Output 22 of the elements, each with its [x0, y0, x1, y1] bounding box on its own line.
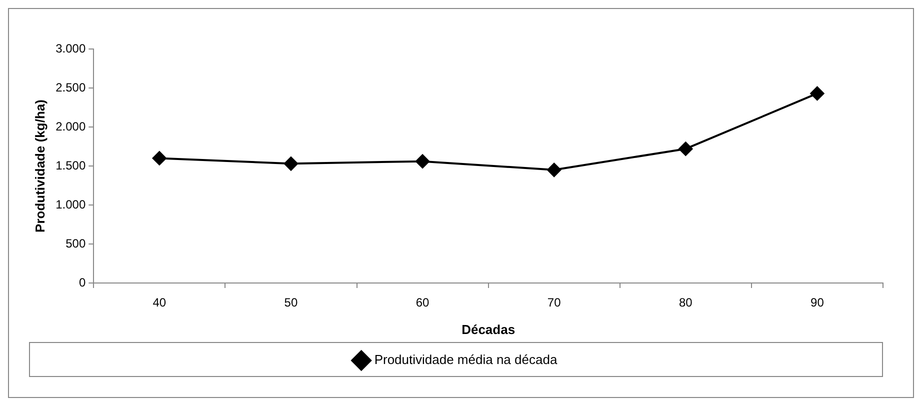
point	[678, 142, 693, 156]
x-tick-label: 70	[547, 296, 562, 310]
y-tick-label: 2.000	[56, 119, 86, 134]
x-axis-title: Décadas	[462, 322, 516, 337]
point	[152, 151, 166, 166]
x-tick-label: 50	[284, 296, 298, 310]
y-tick-label: 2.500	[56, 80, 86, 94]
y-tick-label: 3.000	[56, 41, 86, 56]
point	[810, 86, 824, 100]
point	[416, 154, 430, 168]
y-tick-label: 1.500	[56, 158, 86, 172]
x-tick-label: 40	[152, 296, 166, 310]
point	[284, 156, 298, 171]
legend-label: Produtividade média na década	[374, 352, 558, 368]
y-tick-label: 500	[66, 236, 86, 250]
y-tick-label: 1.000	[56, 197, 86, 212]
x-tick-label: 60	[416, 296, 430, 310]
x-tick-label: 80	[678, 296, 693, 310]
y-axis-title: Produtividade (kg/ha)	[32, 100, 48, 232]
point	[547, 162, 562, 177]
x-tick-label: 90	[810, 296, 824, 310]
y-tick-label: 0	[78, 275, 86, 290]
